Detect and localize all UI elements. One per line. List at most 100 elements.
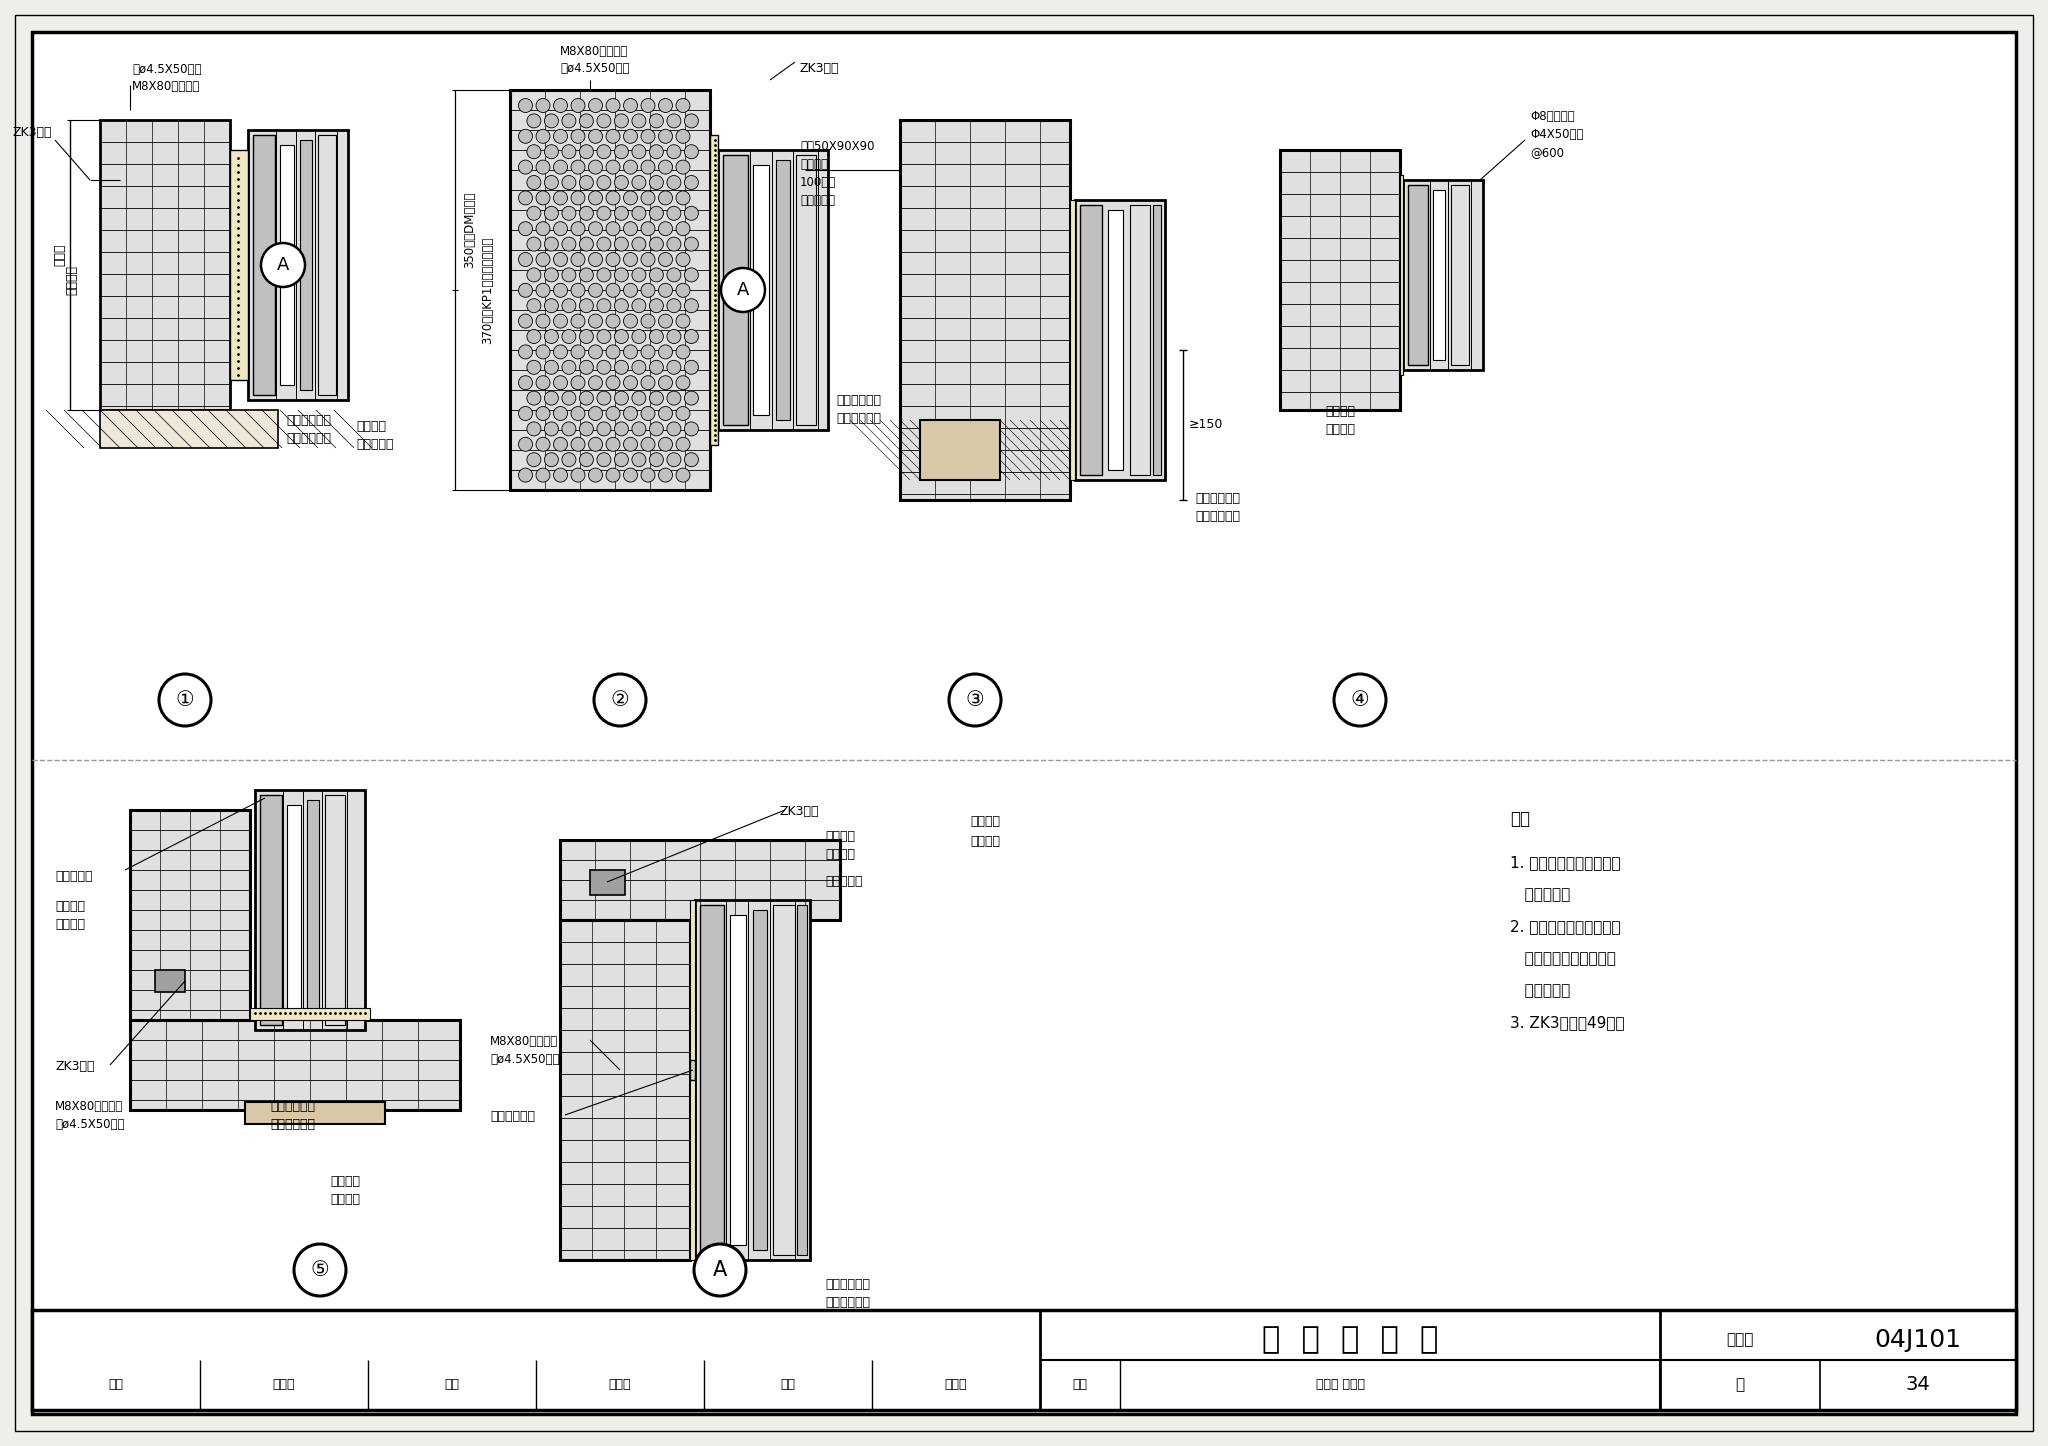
Circle shape <box>684 145 698 159</box>
Circle shape <box>659 221 672 236</box>
Circle shape <box>668 207 680 220</box>
Circle shape <box>518 437 532 451</box>
Text: 工程设计: 工程设计 <box>1325 424 1356 437</box>
Text: 木门套按: 木门套按 <box>1325 405 1356 418</box>
Circle shape <box>571 469 586 482</box>
Circle shape <box>561 390 575 405</box>
Circle shape <box>668 114 680 127</box>
Text: 1. 门窗选型及立口位置按: 1. 门窗选型及立口位置按 <box>1509 855 1620 870</box>
Circle shape <box>553 437 567 451</box>
Circle shape <box>623 437 637 451</box>
Bar <box>1153 205 1161 474</box>
Circle shape <box>606 437 621 451</box>
Circle shape <box>596 237 610 252</box>
Bar <box>510 90 711 490</box>
Circle shape <box>606 191 621 205</box>
Circle shape <box>526 207 541 220</box>
Circle shape <box>668 453 680 467</box>
Text: 370用于KP1多孔砖及蒸压砖: 370用于KP1多孔砖及蒸压砖 <box>481 236 494 344</box>
Circle shape <box>561 422 575 435</box>
Bar <box>754 165 768 415</box>
Circle shape <box>596 360 610 375</box>
Bar <box>156 970 184 992</box>
Text: 弹性保温材料: 弹性保温材料 <box>825 1296 870 1309</box>
Circle shape <box>684 330 698 344</box>
Circle shape <box>526 299 541 312</box>
Circle shape <box>623 161 637 174</box>
Text: 弹性保温材料: 弹性保温材料 <box>270 1118 315 1131</box>
Circle shape <box>606 406 621 421</box>
Circle shape <box>676 283 690 298</box>
Circle shape <box>641 346 655 359</box>
Circle shape <box>641 191 655 205</box>
Circle shape <box>553 469 567 482</box>
Circle shape <box>537 191 551 205</box>
Circle shape <box>545 145 559 159</box>
Bar <box>260 795 283 1025</box>
Circle shape <box>561 360 575 375</box>
Bar <box>248 130 348 401</box>
Text: 工程设计．: 工程设计． <box>1509 886 1571 902</box>
Bar <box>559 920 690 1259</box>
Circle shape <box>537 98 551 113</box>
Text: 页: 页 <box>1735 1378 1745 1392</box>
Circle shape <box>588 283 602 298</box>
Bar <box>1280 150 1401 411</box>
Circle shape <box>684 268 698 282</box>
Circle shape <box>580 145 594 159</box>
Circle shape <box>553 314 567 328</box>
Circle shape <box>614 422 629 435</box>
Circle shape <box>614 360 629 375</box>
Circle shape <box>545 207 559 220</box>
Circle shape <box>606 469 621 482</box>
Text: 设计: 设计 <box>1073 1378 1087 1391</box>
Circle shape <box>659 437 672 451</box>
Bar <box>229 150 248 380</box>
Circle shape <box>633 422 645 435</box>
Circle shape <box>596 390 610 405</box>
Circle shape <box>668 145 680 159</box>
Circle shape <box>606 98 621 113</box>
Circle shape <box>606 376 621 390</box>
Text: 发泡聚氨酯或: 发泡聚氨酯或 <box>1194 492 1239 505</box>
Circle shape <box>684 390 698 405</box>
Circle shape <box>537 406 551 421</box>
Circle shape <box>668 360 680 375</box>
Circle shape <box>545 114 559 127</box>
Circle shape <box>649 268 664 282</box>
Circle shape <box>545 390 559 405</box>
Circle shape <box>553 406 567 421</box>
Circle shape <box>606 161 621 174</box>
Bar <box>719 150 827 429</box>
Circle shape <box>518 469 532 482</box>
Text: ④: ④ <box>1350 690 1370 710</box>
Circle shape <box>623 406 637 421</box>
Circle shape <box>526 390 541 405</box>
Bar <box>920 419 999 480</box>
Text: ⑤: ⑤ <box>311 1259 330 1280</box>
Circle shape <box>580 330 594 344</box>
Text: M8X80膨胀螺栓: M8X80膨胀螺栓 <box>489 1035 559 1048</box>
Text: A: A <box>737 281 750 299</box>
Bar <box>711 134 719 445</box>
Circle shape <box>588 129 602 143</box>
Text: 发泡聚氨酯或: 发泡聚氨酯或 <box>825 1278 870 1291</box>
Circle shape <box>623 191 637 205</box>
Circle shape <box>545 360 559 375</box>
Circle shape <box>561 237 575 252</box>
Circle shape <box>260 243 305 286</box>
Circle shape <box>580 422 594 435</box>
Circle shape <box>561 145 575 159</box>
Circle shape <box>694 1244 745 1296</box>
Text: 工程设计: 工程设计 <box>971 834 999 847</box>
Text: 或ø4.5X50射钉: 或ø4.5X50射钉 <box>489 1053 559 1066</box>
Circle shape <box>571 346 586 359</box>
Bar <box>1079 205 1102 474</box>
Bar <box>723 155 748 425</box>
Bar <box>254 134 274 395</box>
Circle shape <box>1333 674 1386 726</box>
Circle shape <box>596 207 610 220</box>
Bar <box>1434 189 1446 360</box>
Text: 发泡聚氨酯或: 发泡聚氨酯或 <box>270 1100 315 1113</box>
Text: 阎凤祥 阎凤祥: 阎凤祥 阎凤祥 <box>1315 1378 1364 1391</box>
